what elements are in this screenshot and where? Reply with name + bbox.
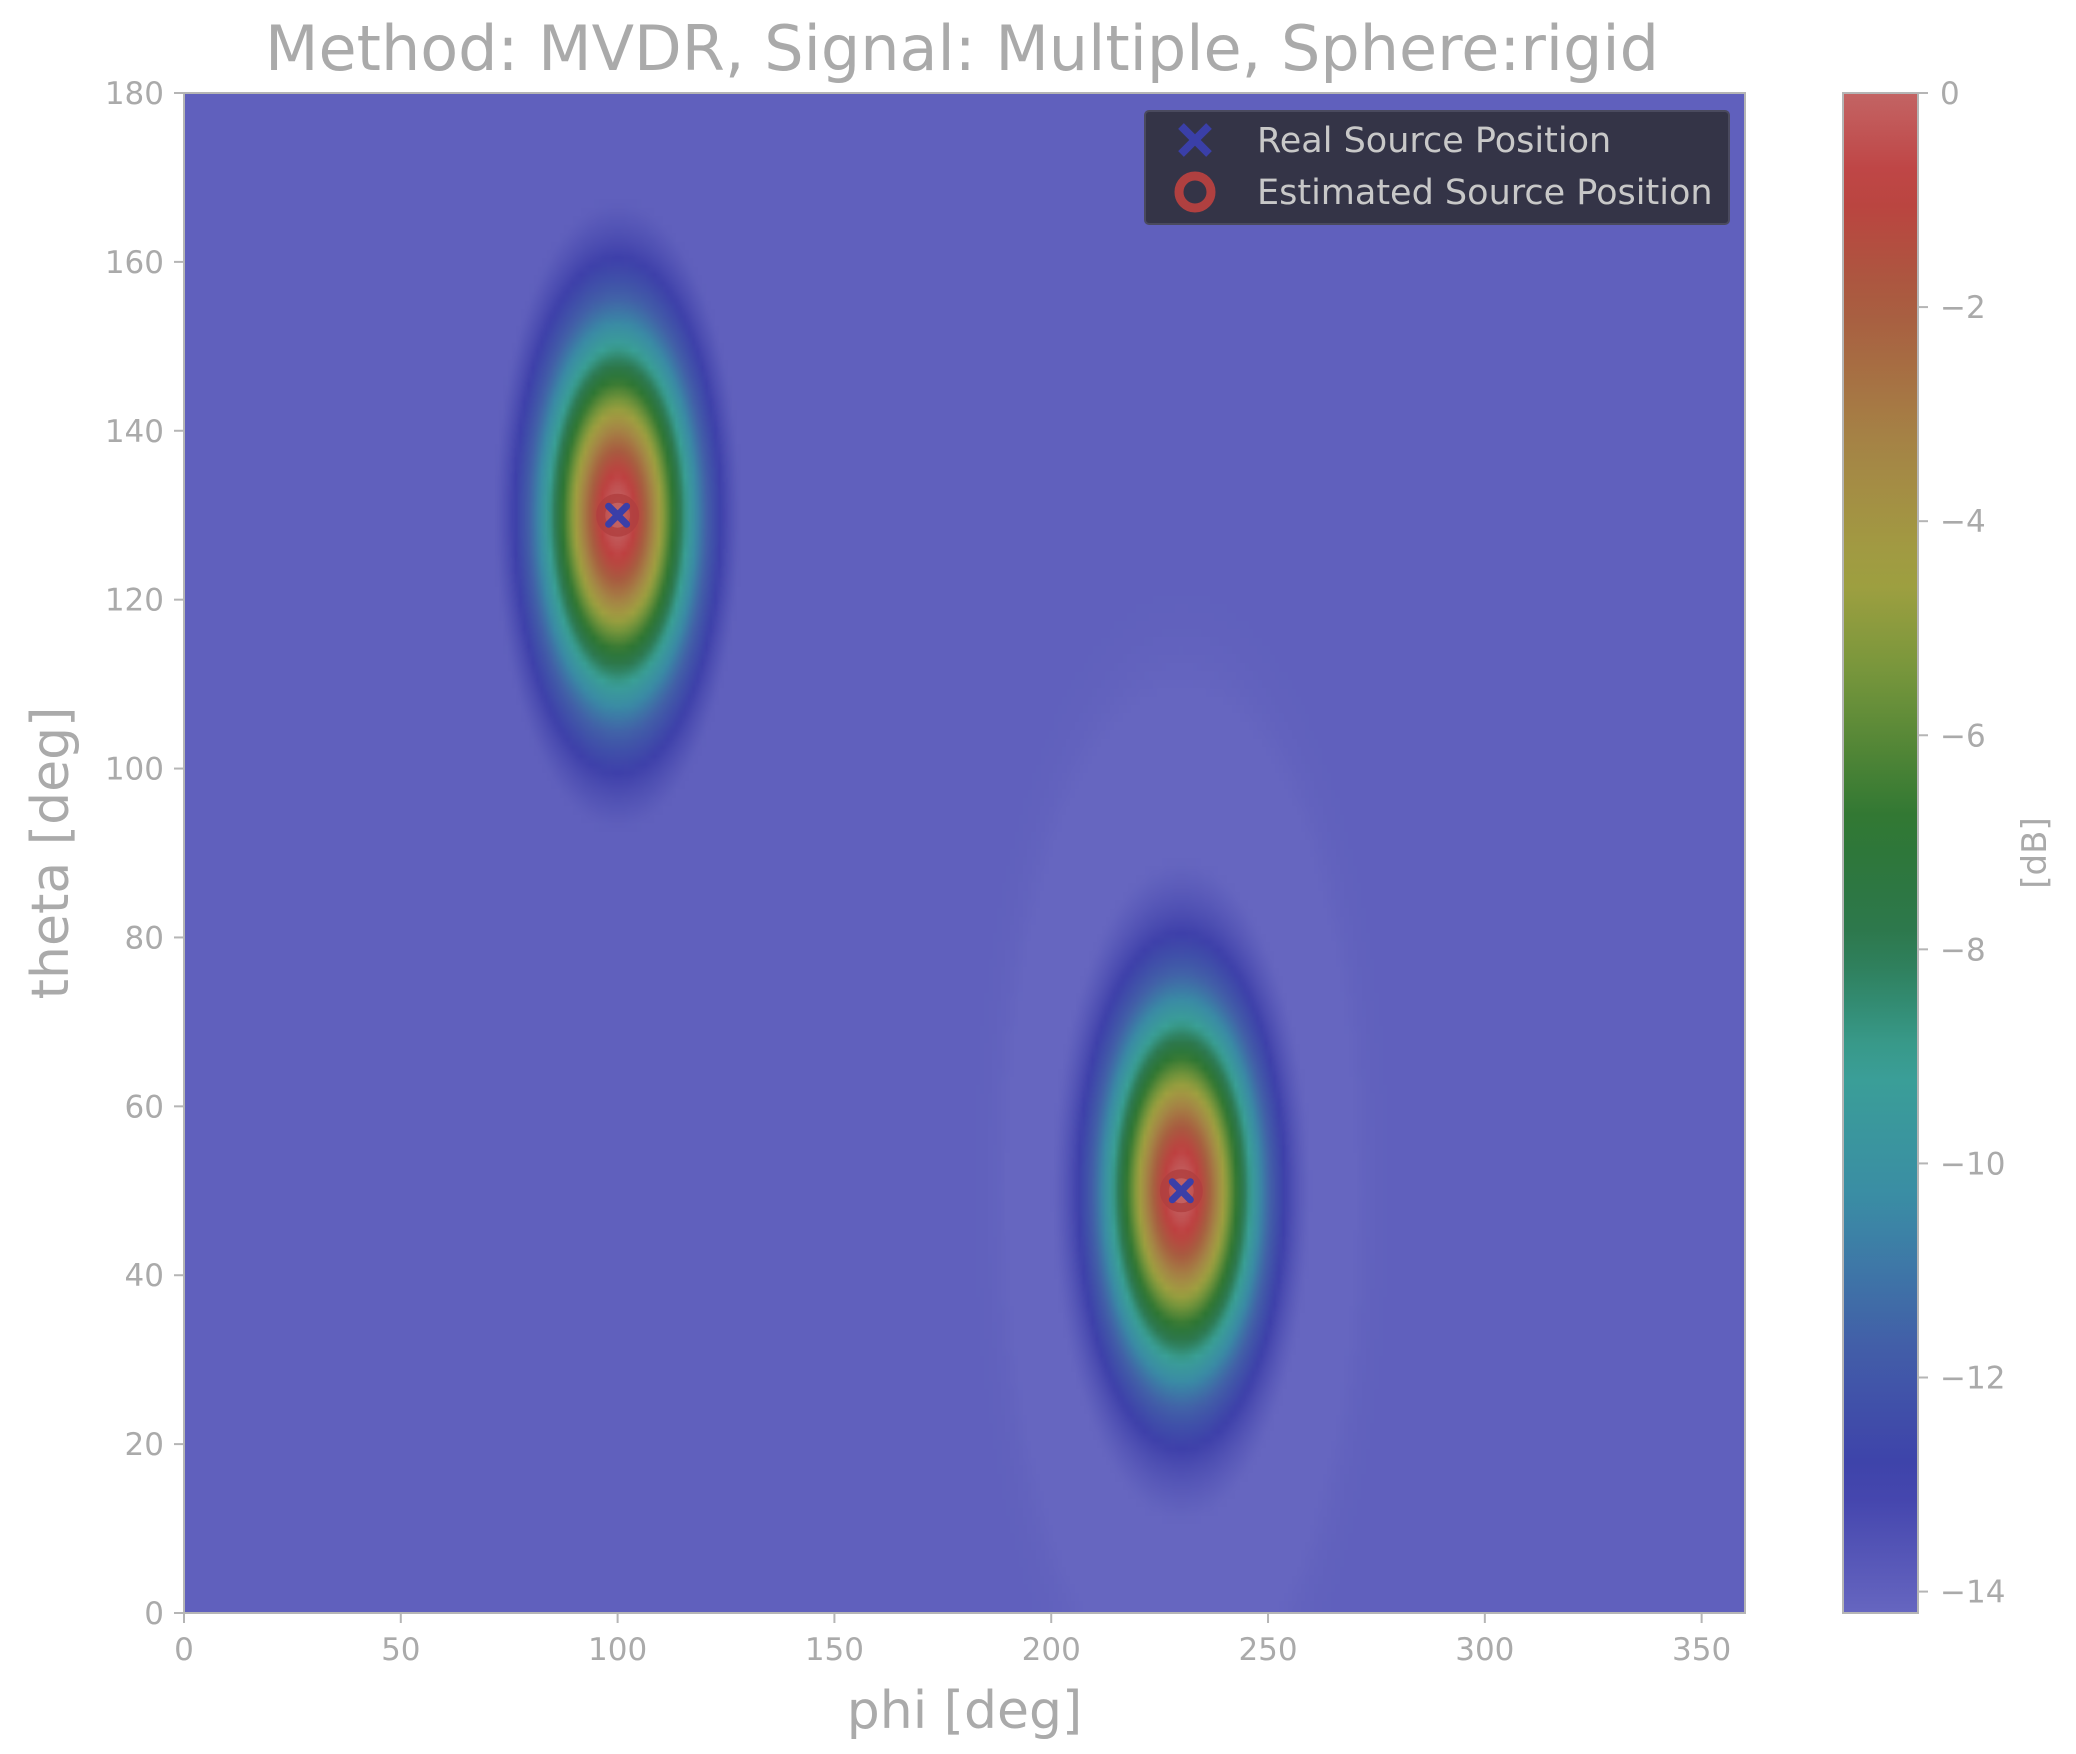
x-tick-label: 300 <box>1455 1632 1514 1668</box>
real-source-x-stroke <box>1168 1178 1194 1204</box>
plot-area <box>183 92 1746 1614</box>
y-axis-label: theta [deg] <box>21 707 81 1000</box>
legend: Real Source Position Estimated Source Pos… <box>1144 110 1730 225</box>
legend-entry: Estimated Source Position <box>1174 171 1713 213</box>
y-tick-label: 40 <box>125 1258 164 1294</box>
x-axis-label: phi [deg] <box>847 1681 1083 1741</box>
legend-circle-marker <box>1174 171 1216 213</box>
x-tick-label: 0 <box>174 1632 194 1668</box>
y-tick-label: 140 <box>105 414 164 450</box>
real-source-marker <box>1168 1178 1194 1204</box>
colorbar-ticks: 0 −2 −4 −6 −8 −10 −12 −14 <box>1918 76 2005 1611</box>
colorbar: 0 −2 −4 −6 −8 −10 −12 −14 [dB] <box>1842 76 2055 1614</box>
y-axis-ticks: 0 20 40 60 80 100 120 140 160 180 <box>105 76 184 1632</box>
colorbar-tick-label: −10 <box>1940 1146 2005 1182</box>
y-tick-label: 0 <box>144 1596 164 1632</box>
colorbar-tick-label: 0 <box>1940 76 1960 112</box>
legend-label: Real Source Position <box>1257 121 1611 161</box>
y-tick-label: 20 <box>125 1427 164 1463</box>
x-tick-label: 50 <box>381 1632 420 1668</box>
colorbar-tick-label: −12 <box>1940 1361 2005 1397</box>
y-tick-label: 160 <box>105 245 164 281</box>
colorbar-tick-label: −2 <box>1940 290 1986 326</box>
heatmap-field-container <box>184 93 1745 1613</box>
legend-label: Estimated Source Position <box>1257 173 1713 213</box>
y-tick-label: 100 <box>105 752 164 788</box>
y-tick-label: 60 <box>125 1089 164 1125</box>
x-tick-label: 350 <box>1672 1632 1731 1668</box>
x-tick-label: 250 <box>1238 1632 1297 1668</box>
x-tick-label: 200 <box>1022 1632 1081 1668</box>
legend-entries: Real Source Position Estimated Source Pos… <box>1174 121 1713 213</box>
y-tick-label: 120 <box>105 583 164 619</box>
heatmap-field <box>184 93 1745 1613</box>
colorbar-tick-label: −8 <box>1940 932 1986 968</box>
real-source-marker <box>605 502 631 528</box>
chart-title: Method: MVDR, Signal: Multiple, Sphere:r… <box>265 12 1659 85</box>
x-axis-ticks: 0 50 100 150 200 250 300 350 <box>174 1613 1731 1668</box>
y-tick-label: 180 <box>105 76 164 112</box>
estimated-source-marker <box>1159 1169 1203 1213</box>
x-tick-label: 100 <box>588 1632 647 1668</box>
x-tick-label: 150 <box>805 1632 864 1668</box>
colorbar-tick-label: −6 <box>1940 718 1986 754</box>
estimated-source-marker <box>596 493 640 537</box>
source-markers <box>596 493 1203 1213</box>
legend-x-marker <box>1178 123 1212 157</box>
colorbar-tick-label: −4 <box>1940 504 1986 540</box>
y-tick-label: 80 <box>125 920 164 956</box>
plot-frame <box>183 92 1746 1614</box>
legend-box <box>1144 110 1730 225</box>
colorbar-tick-label: −14 <box>1940 1575 2005 1611</box>
real-source-x-stroke <box>605 502 631 528</box>
colorbar-gradient <box>1842 92 1919 1614</box>
colorbar-label: [dB] <box>2015 817 2055 888</box>
legend-entry: Real Source Position <box>1178 121 1611 161</box>
